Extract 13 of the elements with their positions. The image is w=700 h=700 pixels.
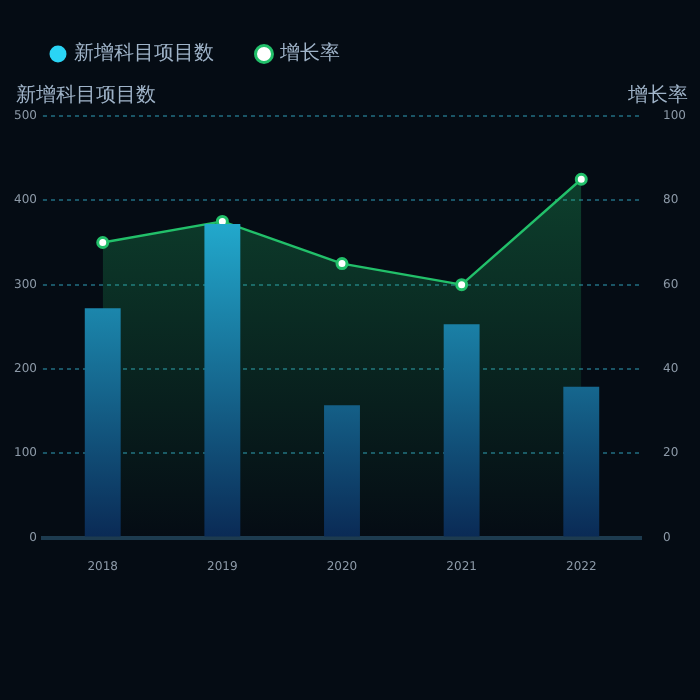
point <box>455 278 469 292</box>
point <box>96 235 110 249</box>
point <box>335 257 349 271</box>
y2-axis-title: 增长率 <box>626 83 688 108</box>
bar <box>443 324 480 537</box>
bar <box>563 386 600 537</box>
legend-label: 新增科目项目数 <box>74 41 214 66</box>
bar <box>204 223 241 537</box>
y-axis-title: 新增科目项目数 <box>16 83 156 108</box>
bar <box>324 405 360 537</box>
bar <box>84 308 121 537</box>
legend-label: 增长率 <box>278 41 340 66</box>
point <box>574 172 588 186</box>
